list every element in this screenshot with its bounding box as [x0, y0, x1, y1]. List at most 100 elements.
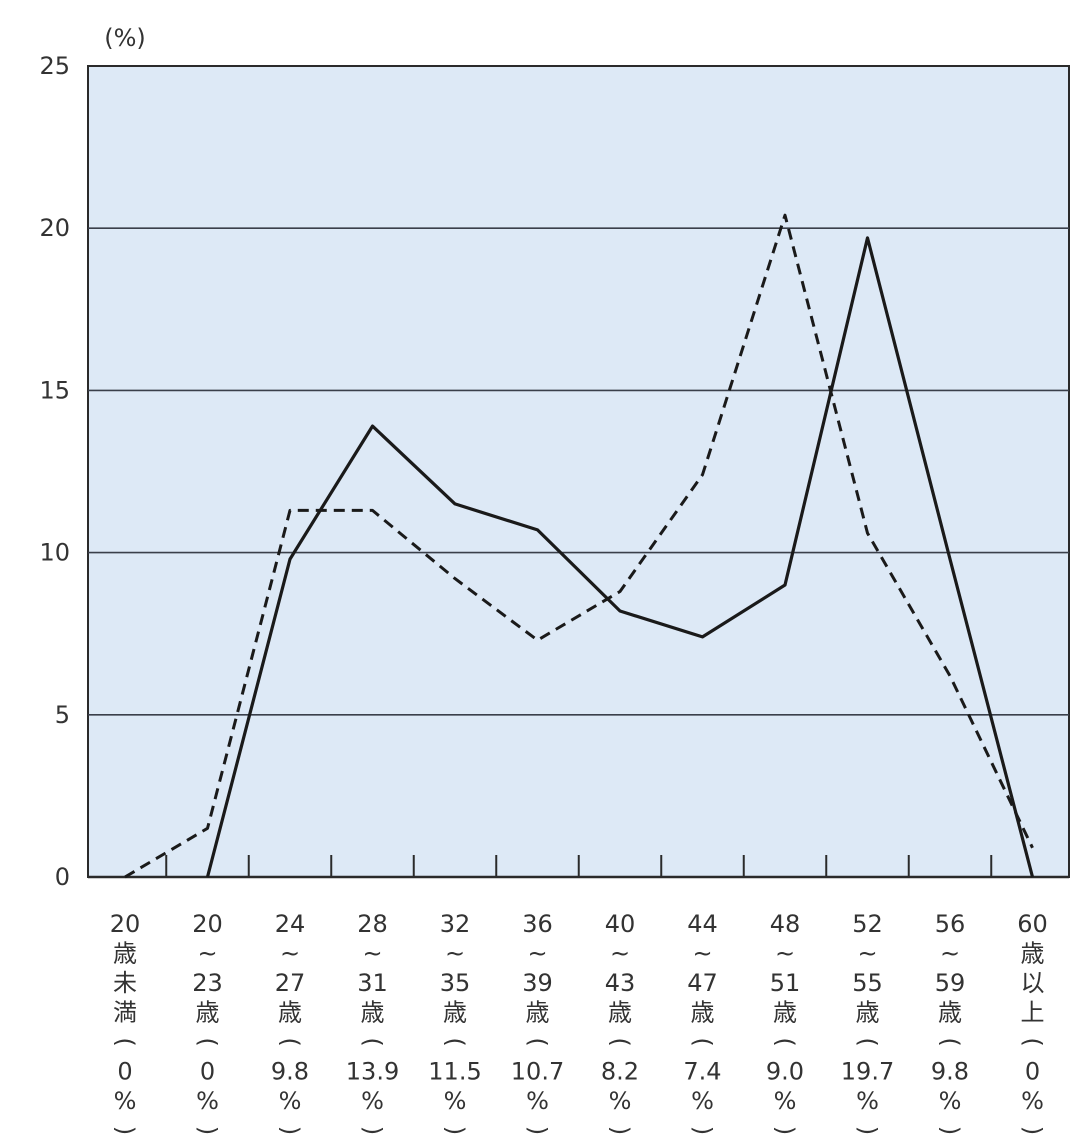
x-tick-label-part: 48 — [770, 910, 801, 938]
x-tick-label-part: 44 — [687, 910, 718, 938]
y-axis: (%) 0 5 10 15 20 25 — [39, 24, 145, 891]
x-tick-label-part: 10.7 — [511, 1058, 564, 1086]
x-tick-label-part: ) — [771, 1126, 799, 1135]
x-tick-label-part: ) — [936, 1126, 964, 1135]
x-tick-label-part: ~ — [445, 940, 465, 968]
x-tick-label-part: 0 — [200, 1058, 215, 1086]
x-tick-label-part: 9.0 — [766, 1058, 804, 1086]
x-tick-label-part: 上 — [1021, 999, 1045, 1027]
x-tick-label-part: ( — [441, 1037, 469, 1046]
y-tick-label: 15 — [39, 376, 70, 404]
y-tick-label: 5 — [55, 701, 70, 729]
x-tick-label-part: 9.8 — [271, 1058, 309, 1086]
x-axis: 20歳未満(0%)20~23歳(0%)24~27歳(9.8%)28~31歳(13… — [88, 855, 1069, 1135]
x-tick-label-part: ( — [936, 1037, 964, 1046]
x-tick-label-part: 歳 — [691, 999, 715, 1027]
x-tick-label-part: ( — [1019, 1037, 1047, 1046]
x-tick-label-part: ) — [1019, 1126, 1047, 1135]
y-unit-label: (%) — [104, 24, 146, 52]
x-tick-label-part: 9.8 — [931, 1058, 969, 1086]
x-tick-label-part: 28 — [357, 910, 388, 938]
series-group — [124, 213, 1035, 879]
x-tick-label-part: 47 — [687, 969, 718, 997]
x-tick-label-part: ) — [606, 1126, 634, 1135]
x-tick-label: 36~39歳 (10.7%) — [511, 910, 564, 1135]
x-tick-label-part: ) — [359, 1126, 387, 1135]
x-tick-label-part: % — [609, 1087, 632, 1115]
x-tick-label-part: ( — [606, 1037, 634, 1046]
x-tick-label-part: 39 — [522, 969, 553, 997]
x-tick-label-part: % — [444, 1087, 467, 1115]
x-tick-label: 32~35歳 (11.5%) — [428, 910, 481, 1135]
x-tick-label-part: 0 — [117, 1058, 132, 1086]
x-tick-label-part: 7.4 — [683, 1058, 721, 1086]
x-tick-label-part: 60 — [1017, 910, 1048, 938]
x-tick-label-part: ) — [854, 1126, 882, 1135]
x-tick-label-part: ~ — [940, 940, 960, 968]
x-tick-label-part: 31 — [357, 969, 388, 997]
x-tick-label-part: 56 — [935, 910, 966, 938]
x-tick-label-part: % — [361, 1087, 384, 1115]
y-tick-label: 10 — [39, 539, 70, 567]
x-tick-label-part: 歳 — [526, 999, 550, 1027]
x-tick-label-part: 35 — [440, 969, 471, 997]
x-tick-label-part: ( — [689, 1037, 717, 1046]
x-tick-label-part: ) — [111, 1126, 139, 1135]
x-tick-label: 48~51歳 (9.0%) — [766, 910, 804, 1135]
x-tick-label-part: ) — [441, 1126, 469, 1135]
x-tick-label-part: ( — [771, 1037, 799, 1046]
series-line-dashed — [124, 213, 1034, 879]
x-tick-label-part: 歳 — [773, 999, 797, 1027]
x-tick-label-part: 24 — [275, 910, 306, 938]
x-tick-label-part: 歳 — [361, 999, 385, 1027]
x-tick-label-part: % — [279, 1087, 302, 1115]
x-tick-label-part: % — [939, 1087, 962, 1115]
x-tick-label-part: % — [526, 1087, 549, 1115]
x-tick-label-part: ~ — [527, 940, 547, 968]
x-tick-label: 52~55歳 (19.7%) — [841, 910, 894, 1135]
x-tick-label-part: 32 — [440, 910, 471, 938]
y-tick-label: 25 — [39, 52, 70, 80]
x-tick-label-part: ~ — [692, 940, 712, 968]
x-tick-label-part: 満 — [113, 999, 137, 1027]
x-tick-label-part: ~ — [362, 940, 382, 968]
x-tick-label-part: ) — [194, 1126, 222, 1135]
x-tick-label-part: % — [1021, 1087, 1044, 1115]
x-tick-label-part: 歳 — [938, 999, 962, 1027]
x-tick-label-part: 歳 — [443, 999, 467, 1027]
x-tick-label-part: ~ — [197, 940, 217, 968]
y-tick-label: 20 — [39, 214, 70, 242]
x-tick-label-part: 0 — [1025, 1058, 1040, 1086]
x-tick-label-part: ~ — [280, 940, 300, 968]
x-tick-label: 20~23歳 (0%) — [192, 910, 223, 1135]
x-tick-label: 56~59歳 (9.8%) — [931, 910, 969, 1135]
x-tick-label-part: 40 — [605, 910, 636, 938]
x-tick-label-part: ) — [524, 1126, 552, 1135]
x-tick-label-part: ( — [524, 1037, 552, 1046]
x-tick-label-part: 20 — [192, 910, 223, 938]
x-tick-label-part: 歳 — [856, 999, 880, 1027]
x-tick-label-part: ( — [194, 1037, 222, 1046]
x-tick-label-part: 27 — [275, 969, 306, 997]
x-tick-label-part: 未 — [113, 969, 137, 997]
x-tick-label-part: % — [196, 1087, 219, 1115]
x-tick-label-part: ) — [276, 1126, 304, 1135]
x-tick-label-part: 歳 — [608, 999, 632, 1027]
x-tick-label-part: ~ — [610, 940, 630, 968]
x-tick-label-part: 36 — [522, 910, 553, 938]
x-tick-label-part: 23 — [192, 969, 223, 997]
x-tick-label-part: 52 — [852, 910, 883, 938]
grid-lines — [88, 227, 1069, 716]
x-tick-label-part: 歳 — [113, 940, 137, 968]
x-tick-label-part: 以 — [1021, 969, 1045, 997]
x-tick-label-part: 55 — [852, 969, 883, 997]
x-tick-label-part: 歳 — [1021, 940, 1045, 968]
x-tick-label-part: 歳 — [196, 999, 220, 1027]
x-tick-label-part: ( — [854, 1037, 882, 1046]
y-tick-label: 0 — [55, 863, 70, 891]
x-tick-label-part: 19.7 — [841, 1058, 894, 1086]
x-tick-label-part: 13.9 — [346, 1058, 399, 1086]
